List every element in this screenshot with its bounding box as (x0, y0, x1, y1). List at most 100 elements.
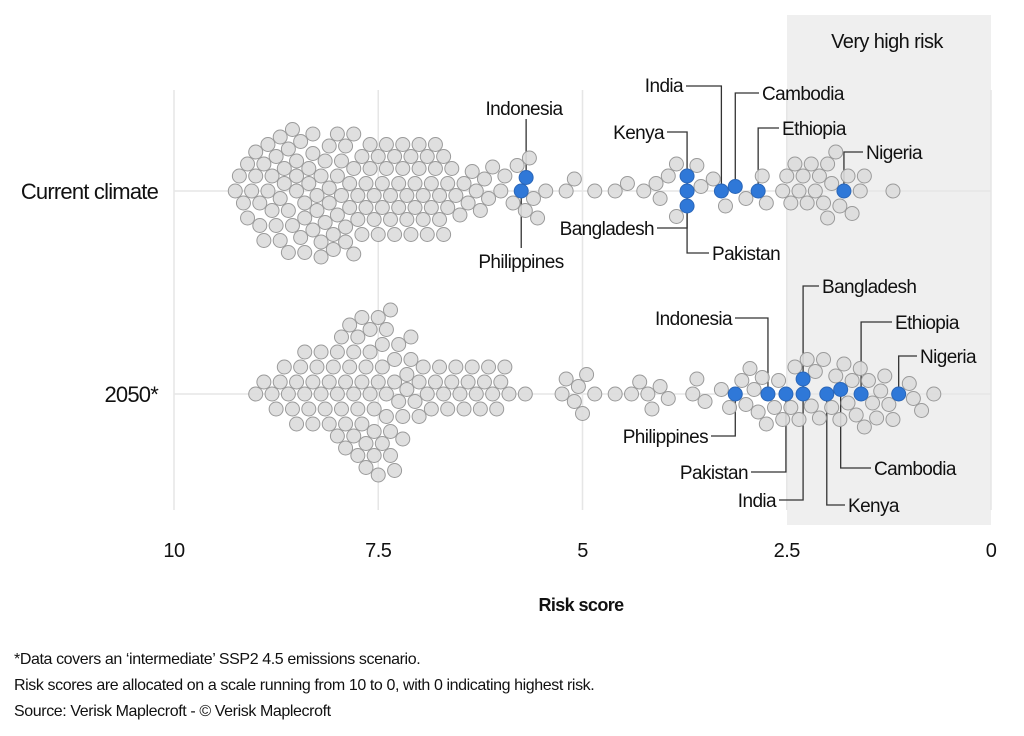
country-label-india: India (738, 491, 777, 512)
country-dot (370, 374, 386, 390)
country-dot (816, 352, 832, 367)
country-label-philippines: Philippines (478, 252, 563, 273)
country-dot (607, 183, 623, 199)
country-dot (607, 386, 623, 402)
country-dot (313, 234, 329, 250)
country-dot (289, 168, 305, 184)
country-dot (383, 188, 399, 203)
country-dot (489, 401, 505, 417)
country-dot (432, 212, 448, 227)
country-dot (399, 212, 415, 227)
country-label-pakistan: Pakistan (712, 244, 780, 265)
country-dot (354, 227, 370, 242)
leader-line (686, 206, 709, 254)
country-dot (346, 344, 362, 360)
country-dot (689, 371, 705, 387)
country-dot (305, 416, 321, 432)
country-dot (342, 176, 358, 191)
country-dot (305, 222, 321, 238)
country-dot (272, 191, 288, 206)
country-dot (297, 245, 313, 260)
country-dot (378, 386, 394, 402)
country-dot (648, 176, 664, 191)
country-dot (901, 376, 917, 391)
country-dot (840, 395, 856, 411)
country-dot (485, 159, 501, 175)
country-dot (358, 460, 374, 475)
country-dot (619, 176, 635, 191)
country-dot (383, 424, 399, 439)
country-dot (828, 144, 844, 160)
country-dot (366, 448, 382, 463)
country-dot (738, 397, 754, 412)
country-dot (844, 206, 860, 221)
country-dot (362, 137, 378, 152)
country-dot (248, 386, 264, 402)
country-dot (493, 374, 509, 390)
country-dot (374, 337, 390, 352)
dot-india (713, 183, 729, 199)
country-dot (640, 386, 656, 402)
country-dot (881, 397, 897, 412)
country-label-ethiopia: Ethiopia (782, 119, 847, 140)
country-dot (293, 359, 309, 375)
country-label-kenya: Kenya (613, 123, 665, 144)
country-dot (342, 200, 358, 215)
country-dot (350, 329, 366, 345)
country-dot (370, 310, 386, 325)
x-tick-label: 10 (163, 540, 185, 562)
country-dot (362, 344, 378, 360)
dot-indonesia (760, 386, 776, 402)
country-dot (240, 210, 256, 226)
country-dot (624, 386, 640, 402)
country-dot (440, 176, 456, 191)
country-dot (374, 359, 390, 375)
country-dot (346, 246, 362, 262)
country-dot (280, 245, 296, 260)
country-dot (668, 209, 684, 224)
country-dot (329, 168, 345, 184)
country-dot (289, 153, 305, 169)
country-dot (244, 183, 260, 199)
country-dot (358, 176, 374, 191)
dot-cambodia (833, 382, 849, 397)
country-dot (803, 398, 819, 414)
country-dot (378, 137, 394, 152)
country-dot (293, 134, 309, 149)
x-axis-ticks: 10 7.5 5 2.5 0 (163, 540, 997, 562)
country-dot (268, 149, 284, 164)
country-dot (391, 200, 407, 215)
country-dot (538, 183, 554, 199)
country-label-nigeria: Nigeria (920, 347, 977, 368)
dot-cambodia (727, 179, 743, 194)
x-axis-label: Risk score (538, 595, 624, 615)
country-dot (374, 436, 390, 451)
country-dot (378, 322, 394, 337)
country-dot (276, 176, 292, 191)
country-dot (803, 156, 819, 172)
country-dot (378, 409, 394, 424)
country-dot (280, 203, 296, 218)
country-dot (399, 382, 415, 397)
country-dot (468, 386, 484, 402)
country-dot (705, 171, 721, 187)
country-dot (256, 156, 272, 172)
country-dot (387, 227, 403, 242)
country-dot (329, 344, 345, 360)
country-dot (423, 176, 439, 191)
country-dot (754, 168, 770, 184)
country-dot (354, 310, 370, 325)
country-dot (783, 195, 799, 211)
country-dot (481, 359, 497, 375)
country-dot (403, 352, 419, 367)
country-dot (256, 374, 272, 390)
country-dot (297, 195, 313, 211)
country-dot (481, 191, 497, 206)
x-tick-label: 7.5 (365, 540, 392, 562)
country-dot (354, 416, 370, 432)
country-dot (366, 401, 382, 417)
country-dot (415, 188, 431, 203)
country-dot (448, 359, 464, 375)
country-dot (272, 129, 288, 145)
country-dot (313, 386, 329, 402)
